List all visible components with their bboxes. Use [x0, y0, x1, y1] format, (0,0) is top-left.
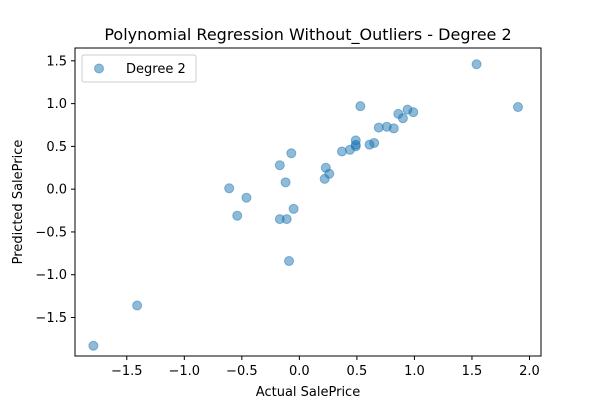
- y-tick-label: 1.0: [46, 97, 67, 112]
- data-point: [232, 210, 243, 221]
- data-point: [408, 107, 419, 118]
- points-layer: [88, 59, 523, 351]
- data-point: [280, 177, 291, 188]
- x-tick-label: −0.5: [226, 364, 258, 379]
- data-point: [88, 340, 99, 351]
- x-axis-ticks: −1.5 −1.0 −0.5 0.0 0.5 1.0 1.5 2.0: [111, 356, 540, 379]
- data-point: [274, 160, 285, 171]
- data-point: [388, 123, 399, 134]
- legend: Degree 2: [81, 54, 197, 83]
- x-tick-label: 0.5: [347, 364, 368, 379]
- legend-frame: [81, 54, 197, 83]
- data-point: [397, 113, 408, 124]
- data-point: [355, 101, 366, 112]
- data-point: [288, 203, 299, 214]
- legend-marker: [94, 63, 104, 74]
- x-tick-label: 1.5: [462, 364, 483, 379]
- chart-title: Polynomial Regression Without_Outliers -…: [104, 25, 511, 45]
- data-point: [512, 102, 523, 113]
- data-point: [471, 59, 482, 70]
- y-tick-label: 1.5: [46, 54, 67, 69]
- data-point: [350, 135, 361, 146]
- y-axis-label: Predicted SalePrice: [11, 140, 26, 265]
- data-point: [132, 300, 143, 311]
- data-point: [224, 183, 235, 194]
- x-tick-label: 1.0: [404, 364, 425, 379]
- y-tick-label: 0.0: [46, 183, 67, 198]
- x-tick-label: 2.0: [519, 364, 540, 379]
- y-tick-label: −0.5: [35, 225, 67, 240]
- data-point: [281, 214, 292, 225]
- legend-label: Degree 2: [126, 62, 186, 77]
- y-axis-ticks: −1.5 −1.0 −0.5 0.0 0.5 1.0 1.5: [35, 54, 75, 326]
- data-point: [284, 256, 295, 267]
- data-point: [369, 137, 380, 148]
- y-tick-label: −1.5: [35, 311, 67, 326]
- data-point: [324, 168, 335, 179]
- data-point: [336, 146, 347, 157]
- data-point: [241, 192, 252, 203]
- x-axis-label: Actual SalePrice: [256, 385, 360, 400]
- y-tick-label: 0.5: [46, 140, 67, 155]
- x-tick-label: 0.0: [289, 364, 310, 379]
- y-tick-label: −1.0: [35, 268, 67, 283]
- axes-frame: [74, 47, 542, 357]
- x-tick-label: −1.5: [111, 364, 143, 379]
- x-tick-label: −1.0: [169, 364, 201, 379]
- data-point: [286, 148, 297, 159]
